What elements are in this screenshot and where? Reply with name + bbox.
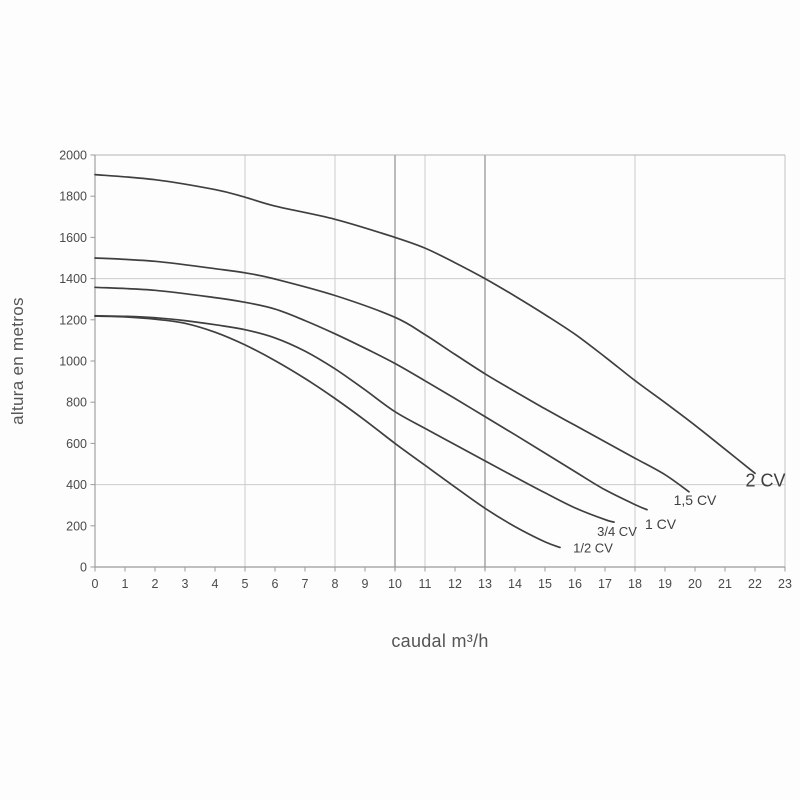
curve-2-cv [94,173,756,475]
x-tick-label: 22 [748,577,762,591]
x-tick-label: 14 [508,577,522,591]
curve-3-4-cv-label: 3/4 CV [597,524,637,539]
x-axis-title: caudal m³/h [391,631,489,651]
x-tick-label: 23 [778,577,792,591]
x-tick-label: 20 [688,577,702,591]
curve-3-4-cv [94,314,615,523]
curve-1-cv-label: 1 CV [645,516,677,532]
x-tick-label: 21 [718,577,732,591]
x-tick-label: 2 [152,577,159,591]
curve-1-5-cv [94,257,690,493]
x-tick-label: 8 [332,577,339,591]
y-tick-label: 1200 [59,313,87,327]
curve-1-cv [94,286,648,511]
x-tick-label: 18 [628,577,642,591]
x-tick-label: 5 [242,577,249,591]
y-tick-label: 400 [66,478,87,492]
x-tick-label: 12 [448,577,462,591]
y-tick-label: 2000 [59,149,87,163]
y-tick-label: 600 [66,437,87,451]
x-tick-label: 16 [568,577,582,591]
y-tick-label: 1800 [59,190,87,204]
x-tick-label: 13 [478,577,492,591]
x-tick-label: 10 [388,577,402,591]
x-tick-label: 17 [598,577,612,591]
y-tick-label: 200 [66,519,87,533]
y-tick-label: 0 [80,561,87,575]
x-tick-label: 11 [419,577,432,591]
y-tick-label: 800 [66,396,87,410]
y-tick-label: 1600 [59,231,87,245]
x-tick-label: 7 [302,577,309,591]
curve-1-2-cv [94,315,561,549]
x-tick-label: 15 [538,577,552,591]
x-tick-label: 9 [362,577,369,591]
y-axis-title: altura en metros [8,297,27,425]
y-tick-label: 1400 [59,272,87,286]
x-tick-label: 3 [182,577,189,591]
x-tick-label: 19 [658,577,672,591]
x-tick-label: 4 [212,577,219,591]
x-tick-label: 6 [272,577,279,591]
curve-1-2-cv-label: 1/2 CV [573,541,613,556]
curve-1-5-cv-label: 1,5 CV [674,492,717,508]
curve-2-cv-label: 2 CV [745,471,785,491]
x-tick-label: 1 [122,577,129,591]
x-tick-label: 0 [92,577,99,591]
y-tick-label: 1000 [59,355,87,369]
